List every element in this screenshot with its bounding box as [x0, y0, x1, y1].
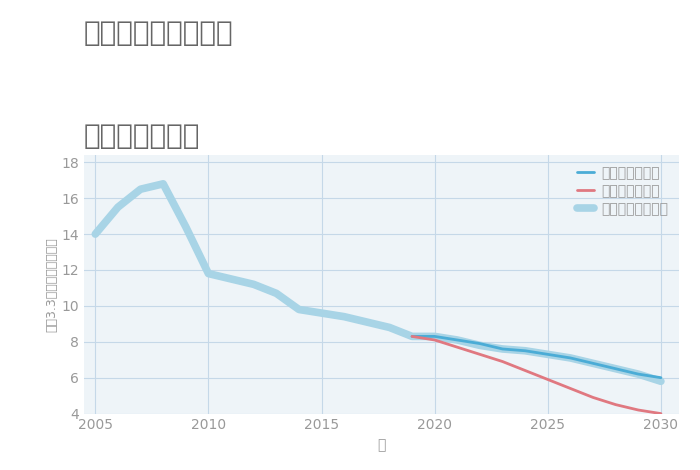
ノーマルシナリオ	[589, 360, 597, 366]
バッドシナリオ	[521, 368, 529, 373]
ノーマルシナリオ	[181, 224, 190, 230]
バッドシナリオ	[634, 407, 643, 413]
ノーマルシナリオ	[91, 231, 99, 237]
ノーマルシナリオ	[317, 310, 326, 316]
グッドシナリオ	[589, 360, 597, 366]
ノーマルシナリオ	[612, 366, 620, 372]
ノーマルシナリオ	[227, 276, 235, 282]
グッドシナリオ	[498, 346, 507, 352]
バッドシナリオ	[566, 386, 575, 392]
ノーマルシナリオ	[657, 378, 665, 384]
ノーマルシナリオ	[204, 271, 213, 276]
バッドシナリオ	[430, 337, 439, 343]
Line: グッドシナリオ: グッドシナリオ	[412, 337, 661, 378]
ノーマルシナリオ	[566, 355, 575, 361]
Y-axis label: 坪（3.3㎡）単価（万円）: 坪（3.3㎡）単価（万円）	[46, 237, 59, 332]
グッドシナリオ	[657, 375, 665, 381]
バッドシナリオ	[408, 334, 416, 339]
Line: ノーマルシナリオ: ノーマルシナリオ	[95, 184, 661, 381]
ノーマルシナリオ	[453, 337, 461, 343]
バッドシナリオ	[498, 359, 507, 364]
Text: 土地の価格推移: 土地の価格推移	[84, 122, 200, 150]
ノーマルシナリオ	[159, 181, 167, 187]
グッドシナリオ	[566, 355, 575, 361]
ノーマルシナリオ	[521, 348, 529, 353]
ノーマルシナリオ	[430, 334, 439, 339]
ノーマルシナリオ	[498, 346, 507, 352]
ノーマルシナリオ	[295, 306, 303, 312]
グッドシナリオ	[408, 334, 416, 339]
バッドシナリオ	[544, 376, 552, 382]
グッドシナリオ	[521, 348, 529, 353]
ノーマルシナリオ	[113, 204, 122, 210]
ノーマルシナリオ	[544, 352, 552, 357]
バッドシナリオ	[476, 352, 484, 357]
グッドシナリオ	[634, 371, 643, 377]
ノーマルシナリオ	[634, 371, 643, 377]
Line: バッドシナリオ: バッドシナリオ	[412, 337, 661, 414]
ノーマルシナリオ	[272, 290, 281, 296]
バッドシナリオ	[657, 411, 665, 416]
X-axis label: 年: 年	[377, 438, 386, 452]
バッドシナリオ	[612, 402, 620, 407]
Legend: グッドシナリオ, バッドシナリオ, ノーマルシナリオ: グッドシナリオ, バッドシナリオ, ノーマルシナリオ	[573, 162, 672, 221]
グッドシナリオ	[544, 352, 552, 357]
グッドシナリオ	[476, 341, 484, 346]
ノーマルシナリオ	[136, 187, 145, 192]
グッドシナリオ	[612, 366, 620, 372]
バッドシナリオ	[589, 395, 597, 400]
グッドシナリオ	[453, 337, 461, 343]
ノーマルシナリオ	[476, 343, 484, 348]
Text: 岐阜県関市市平賀の: 岐阜県関市市平賀の	[84, 19, 234, 47]
ノーマルシナリオ	[408, 334, 416, 339]
グッドシナリオ	[430, 334, 439, 339]
ノーマルシナリオ	[363, 319, 371, 325]
ノーマルシナリオ	[249, 282, 258, 287]
ノーマルシナリオ	[340, 314, 349, 320]
ノーマルシナリオ	[385, 325, 393, 330]
バッドシナリオ	[453, 345, 461, 350]
